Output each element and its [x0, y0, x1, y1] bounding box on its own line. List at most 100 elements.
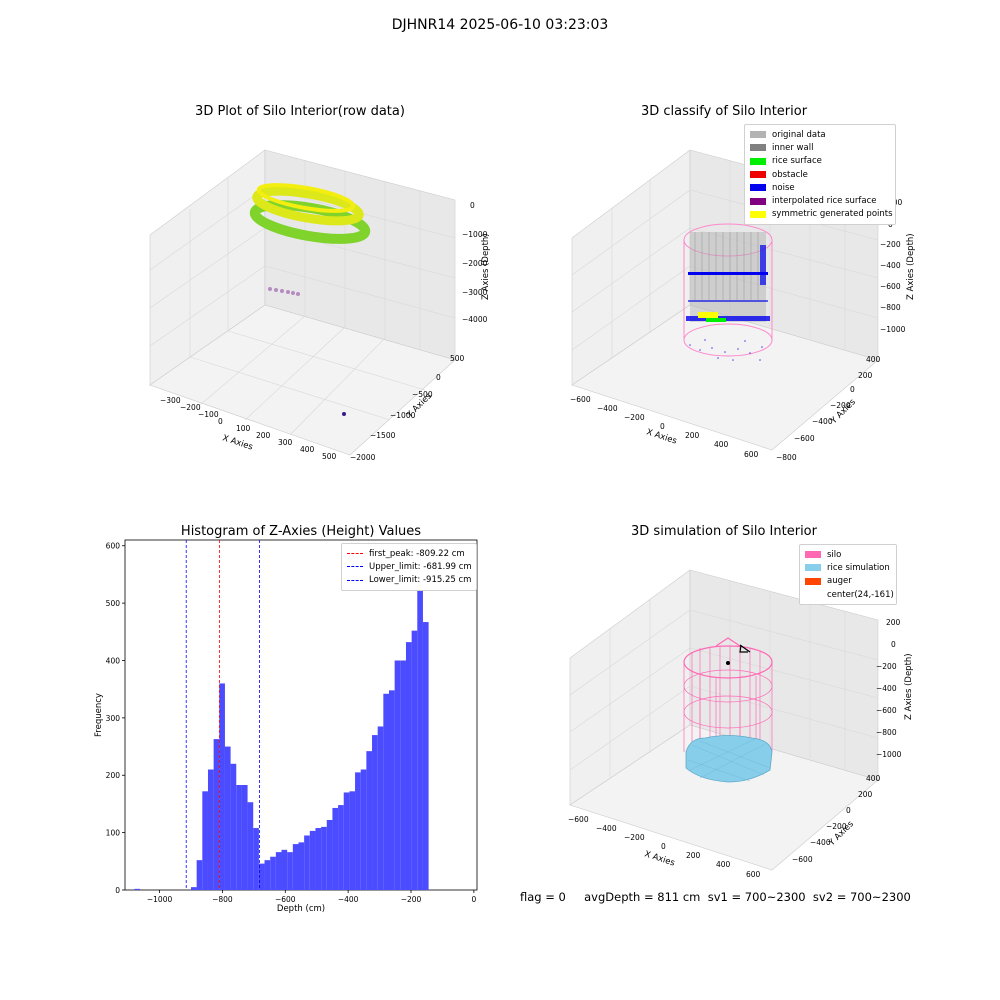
- legend-swatch: [750, 157, 766, 165]
- histogram-bar: [332, 807, 339, 890]
- legend-label: silo: [827, 549, 842, 560]
- histogram-ytick-label: 300: [106, 714, 121, 723]
- simulation-y-ticks: −600 −400 −200 0 200 400: [792, 774, 881, 864]
- raw-xtick: 100: [236, 424, 251, 433]
- histogram-bar: [417, 560, 423, 890]
- legend-label: inner wall: [772, 142, 814, 153]
- legend-entry: auger: [805, 575, 891, 588]
- histogram-bar: [191, 887, 197, 890]
- raw-ytick: −2000: [350, 453, 376, 462]
- classify-ztick: −400: [880, 261, 901, 270]
- raw-y-ticks: −2000 −1500 −1000 −500 0 500: [350, 354, 465, 462]
- classify-ytick: 400: [866, 355, 881, 364]
- raw-far-outlier: [342, 412, 346, 416]
- histogram-bar: [411, 630, 418, 890]
- histogram-bar: [253, 828, 259, 890]
- histogram-ytick-label: 100: [106, 829, 121, 838]
- legend-swatch: [750, 171, 766, 179]
- raw-ytick: −500: [412, 390, 433, 399]
- histogram-xtick-label: 0: [471, 895, 476, 904]
- histogram-ytick-label: 400: [106, 656, 121, 665]
- simulation-xtick: −200: [624, 833, 645, 842]
- raw-plot-title: 3D Plot of Silo Interior(row data): [195, 104, 405, 119]
- raw-xtick: 300: [278, 438, 293, 447]
- legend-entry: interpolated rice surface: [750, 194, 890, 207]
- histogram-bar: [207, 769, 214, 890]
- simulation-z-ticks: −1000 −800 −600 −400 −200 0 200: [876, 618, 902, 759]
- simulation-x-label: X Axies: [643, 849, 676, 868]
- classify-xtick: −200: [624, 413, 645, 422]
- histogram-bar: [372, 735, 378, 890]
- simulation-ytick: −400: [810, 838, 831, 847]
- histogram-vlines: [185, 540, 260, 890]
- simulation-ztick: −1000: [876, 750, 902, 759]
- histogram-bar: [343, 792, 350, 890]
- classify-xtick: 200: [685, 431, 700, 440]
- classify-xtick: 400: [714, 440, 729, 449]
- simulation-ztick: 0: [891, 640, 896, 649]
- histogram-bar: [236, 785, 242, 890]
- legend-swatch: [805, 564, 821, 572]
- simulation-ztick: −800: [876, 728, 897, 737]
- simulation-plot-title: 3D simulation of Silo Interior: [631, 524, 817, 539]
- legend-entry: symmetric generated points: [750, 208, 893, 221]
- classify-xtick: −400: [597, 404, 618, 413]
- legend-label: Lower_limit: -915.25 cm: [369, 575, 472, 586]
- raw-xtick: 500: [322, 452, 337, 461]
- raw-floor-pane: [149, 304, 456, 456]
- histogram-ytick-label: 0: [115, 886, 120, 895]
- classify-xtick: 600: [744, 450, 759, 459]
- raw-xtick: −100: [198, 410, 219, 419]
- raw-ztick: −1000: [462, 230, 488, 239]
- legend-entry: rice surface: [750, 155, 890, 168]
- legend-label: rice surface: [772, 156, 822, 167]
- simulation-ytick: −200: [826, 822, 847, 831]
- raw-ztick: 0: [470, 201, 475, 210]
- histogram-x-ticks: −1000 −800 −600 −400 −200 0: [147, 890, 476, 904]
- raw-ring-top: [256, 183, 356, 213]
- raw-ytick: −1000: [390, 411, 416, 420]
- raw-ztick: −2000: [462, 259, 488, 268]
- legend-label: auger: [827, 576, 852, 587]
- classify-xtick: −600: [570, 395, 591, 404]
- legend-label: symmetric generated points: [772, 209, 893, 220]
- raw-ytick: 0: [436, 373, 441, 382]
- raw-ring-upper: [252, 186, 364, 226]
- histogram-title: Histogram of Z-Axies (Height) Values: [180, 524, 422, 539]
- simulation-xtick: 0: [661, 842, 666, 851]
- histogram-ytick-label: 500: [106, 599, 121, 608]
- classify-ytick: −800: [776, 453, 797, 462]
- histogram-xtick-label: −600: [275, 895, 296, 904]
- auger-icon: [739, 644, 748, 653]
- legend-line: [347, 579, 363, 581]
- histogram-xtick-label: −400: [338, 895, 359, 904]
- legend-entry: obstacle: [750, 168, 890, 181]
- classify-ztick: −200: [880, 240, 901, 249]
- legend-entry: Upper_limit: -681.99 cm: [347, 560, 472, 573]
- legend-entry: silo: [805, 548, 891, 561]
- legend-swatch: [805, 591, 821, 599]
- legend-label: first_peak: -809.22 cm: [369, 548, 465, 559]
- legend-swatch: [750, 197, 766, 205]
- raw-xtick: 200: [256, 431, 271, 440]
- histogram-bar: [281, 849, 288, 890]
- raw-x-ticks: −300 −200 −100 0 100 200 300 400 500: [160, 396, 337, 461]
- histogram-bar: [304, 835, 310, 890]
- classify-ytick: 0: [850, 385, 855, 394]
- histogram-bar: [247, 802, 254, 890]
- legend-swatch: [750, 184, 766, 192]
- legend-line: [347, 566, 363, 568]
- legend-label: rice simulation: [827, 562, 890, 573]
- legend-label: interpolated rice surface: [772, 196, 877, 207]
- legend-entry: inner wall: [750, 141, 890, 154]
- classify-z-label: Z Axies (Depth): [906, 233, 916, 300]
- histogram-bar: [224, 746, 231, 890]
- legend-label: noise: [772, 182, 795, 193]
- raw-xtick: 0: [218, 417, 223, 426]
- histogram-bar: [400, 660, 406, 890]
- center-point: [726, 661, 730, 665]
- simulation-xtick: 400: [716, 860, 731, 869]
- histogram-bar: [383, 693, 389, 890]
- simulation-ytick: 400: [866, 774, 881, 783]
